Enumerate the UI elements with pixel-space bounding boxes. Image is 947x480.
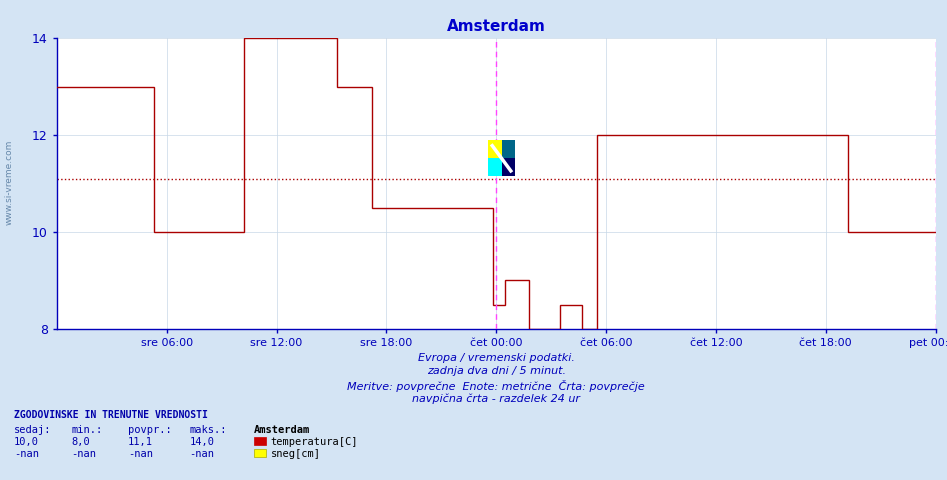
Text: 11,1: 11,1 [128, 437, 152, 447]
Text: 10,0: 10,0 [14, 437, 39, 447]
Text: -nan: -nan [71, 449, 96, 459]
Bar [502, 140, 515, 158]
Text: -nan: -nan [128, 449, 152, 459]
Text: sedaj:: sedaj: [14, 425, 52, 435]
Text: sneg[cm]: sneg[cm] [271, 449, 321, 459]
Text: www.si-vreme.com: www.si-vreme.com [5, 140, 14, 225]
Text: povpr.:: povpr.: [128, 425, 171, 435]
Text: min.:: min.: [71, 425, 102, 435]
Text: navpična črta - razdelek 24 ur: navpična črta - razdelek 24 ur [412, 393, 581, 404]
Text: zadnja dva dni / 5 minut.: zadnja dva dni / 5 minut. [427, 366, 565, 376]
Bar [502, 158, 515, 176]
Text: maks.:: maks.: [189, 425, 227, 435]
Text: Meritve: povprečne  Enote: metrične  Črta: povprečje: Meritve: povprečne Enote: metrične Črta:… [348, 380, 645, 392]
Text: ZGODOVINSKE IN TRENUTNE VREDNOSTI: ZGODOVINSKE IN TRENUTNE VREDNOSTI [14, 410, 208, 420]
Text: -nan: -nan [14, 449, 39, 459]
Text: 14,0: 14,0 [189, 437, 214, 447]
Bar [489, 140, 502, 158]
Text: Evropa / vremenski podatki.: Evropa / vremenski podatki. [418, 353, 575, 363]
Text: 8,0: 8,0 [71, 437, 90, 447]
Text: temperatura[C]: temperatura[C] [271, 437, 358, 447]
Text: Amsterdam: Amsterdam [254, 425, 310, 435]
Title: Amsterdam: Amsterdam [447, 20, 545, 35]
Bar [489, 158, 502, 176]
Text: -nan: -nan [189, 449, 214, 459]
